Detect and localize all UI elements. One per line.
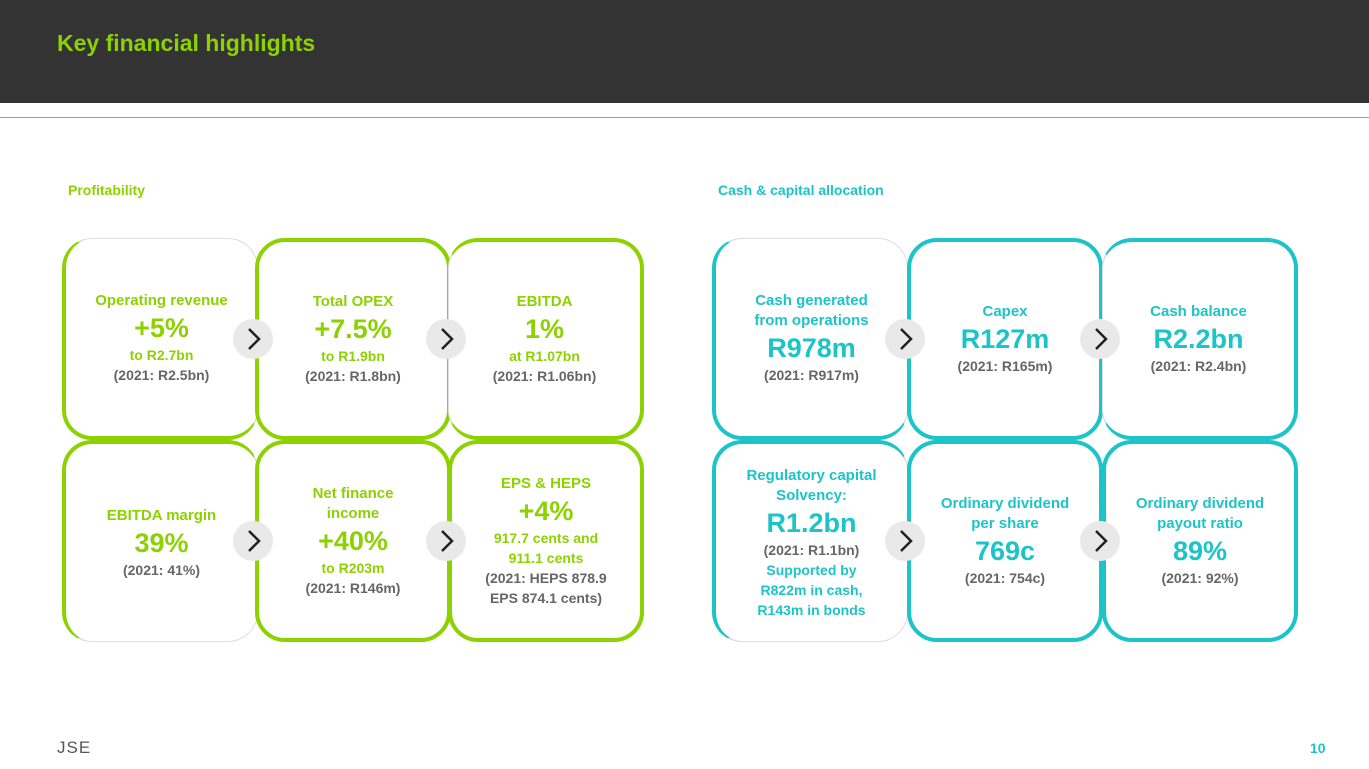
card-label: from operations	[754, 311, 869, 329]
card-label: Regulatory capital	[746, 466, 877, 484]
kpi-card: Capex R127m (2021: R165m)	[907, 238, 1103, 440]
section-title: Cash & capital allocation	[718, 182, 884, 198]
divider	[0, 117, 1369, 118]
card-comparison: EPS 874.1 cents)	[489, 590, 603, 606]
chevron	[885, 319, 925, 359]
card-label: EBITDA	[516, 293, 573, 310]
card-value: 769c	[974, 536, 1036, 566]
card-label: payout ratio	[1157, 515, 1243, 532]
card-label: EPS & HEPS	[500, 475, 592, 492]
section-title: Profitability	[68, 182, 146, 198]
card-note: Supported by	[766, 561, 857, 578]
card-value: 89%	[1172, 536, 1228, 566]
card-label: per share	[971, 515, 1039, 532]
card-label: Operating revenue	[95, 291, 228, 309]
kpi-card: Net finance income +40% to R203m (2021: R146…	[255, 440, 451, 642]
card-value: R978m	[767, 332, 856, 363]
card-label: Ordinary dividend	[1135, 495, 1265, 512]
kpi-card: Ordinary dividend payout ratio 89% (2021: 9…	[1102, 440, 1298, 642]
kpi-card: Regulatory capital Solvency: R1.2bn (2021: …	[712, 440, 908, 642]
chevron	[426, 319, 466, 359]
card-label: Cash balance	[1150, 303, 1247, 320]
chevron-icon	[1095, 530, 1108, 552]
card-label: EBITDA margin	[106, 506, 217, 524]
kpi-card: Cash balance R2.2bn (2021: R2.4bn)	[1102, 238, 1298, 440]
card-label: Cash generated	[755, 291, 868, 309]
card-value: R1.2bn	[766, 507, 857, 538]
card-comparison: (2021: 754c)	[964, 570, 1046, 586]
card-label: Ordinary dividend	[940, 495, 1070, 512]
card-value: +4%	[518, 496, 574, 526]
card-label: Total OPEX	[312, 293, 394, 310]
card-detail: 911.1 cents	[508, 550, 584, 566]
card-comparison: (2021: R1.06bn)	[492, 368, 597, 384]
card-value: +7.5%	[314, 314, 392, 344]
chevron-icon	[900, 328, 913, 350]
card-value: 1%	[524, 314, 565, 344]
chevron	[233, 521, 273, 561]
chevron-icon	[1095, 328, 1108, 350]
card-detail: to R2.7bn	[129, 346, 194, 363]
chevron	[885, 521, 925, 561]
header: Key financial highlights	[0, 0, 1369, 103]
card-label: Solvency:	[776, 486, 847, 504]
card-comparison: (2021: R146m)	[305, 580, 401, 596]
card-label: Net finance	[312, 485, 394, 502]
kpi-card: EPS & HEPS +4% 917.7 cents and 911.1 cents (…	[448, 440, 644, 642]
card-detail: to R1.9bn	[321, 348, 385, 364]
card-comparison: (2021: R165m)	[957, 358, 1053, 374]
kpi-card: Operating revenue +5% to R2.7bn (2021: R2.5…	[62, 238, 258, 440]
chevron	[1080, 319, 1120, 359]
title: Key financial highlights	[57, 30, 316, 56]
card-comparison: (2021: R1.8bn)	[305, 368, 401, 384]
chevron	[426, 521, 466, 561]
page-number: 10	[1310, 740, 1326, 756]
card-value: +40%	[318, 526, 388, 556]
card-comparison: (2021: HEPS 878.9	[485, 570, 607, 586]
card-comparison: (2021: 41%)	[122, 561, 201, 578]
logo: JSE	[57, 738, 92, 757]
card-detail: at R1.07bn	[509, 348, 580, 364]
card-comparison: (2021: R1.1bn)	[763, 541, 860, 558]
chevron-icon	[441, 530, 454, 552]
card-note: R822m in cash,	[760, 581, 863, 598]
card-comparison: (2021: R917m)	[764, 366, 859, 383]
kpi-card: Ordinary dividend per share 769c (2021: 754…	[907, 440, 1103, 642]
chevron	[1080, 521, 1120, 561]
card-comparison: (2021: R2.4bn)	[1150, 358, 1247, 374]
kpi-card: Total OPEX +7.5% to R1.9bn (2021: R1.8bn)	[255, 238, 451, 440]
kpi-card: EBITDA margin 39% (2021: 41%)	[62, 440, 258, 642]
chevron-icon	[441, 328, 454, 350]
card-value: 39%	[134, 527, 189, 558]
kpi-card: Cash generated from operations R978m (2021:…	[712, 238, 908, 440]
chevron-icon	[248, 530, 261, 552]
kpi-card: EBITDA 1% at R1.07bn (2021: R1.06bn)	[448, 238, 644, 440]
card-label: income	[326, 505, 380, 522]
card-comparison: (2021: R2.5bn)	[113, 366, 210, 383]
chevron-icon	[248, 328, 261, 350]
chevron	[233, 319, 273, 359]
card-note: R143m in bonds	[757, 601, 866, 618]
card-value: R2.2bn	[1153, 324, 1244, 354]
card-comparison: (2021: 92%)	[1161, 570, 1239, 586]
chevron-icon	[900, 530, 913, 552]
card-value: +5%	[134, 312, 189, 343]
card-value: R127m	[960, 324, 1050, 354]
card-detail: 917.7 cents and	[493, 530, 599, 546]
card-detail: to R203m	[321, 560, 385, 576]
card-label: Capex	[982, 303, 1028, 320]
